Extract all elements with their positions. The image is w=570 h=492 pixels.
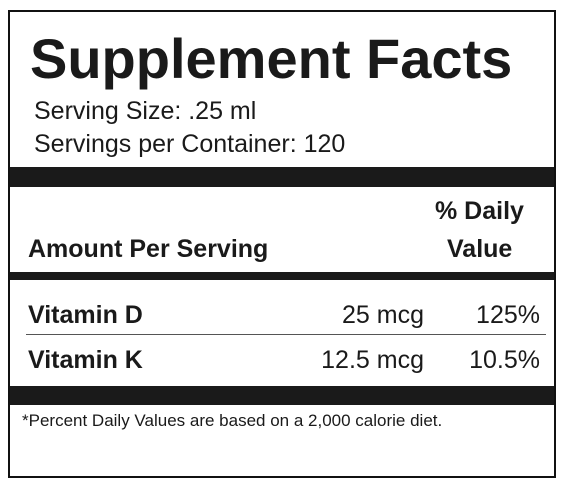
serving-size: Serving Size: .25 ml bbox=[34, 97, 257, 125]
servings-per-container: Servings per Container: 120 bbox=[34, 130, 346, 158]
thick-divider-top bbox=[10, 167, 554, 187]
medium-divider bbox=[10, 272, 554, 280]
nutrient-amount-vitamin-k: 12.5 mcg bbox=[321, 346, 424, 374]
nutrient-name-vitamin-d: Vitamin D bbox=[28, 301, 143, 329]
row-divider bbox=[26, 334, 546, 335]
amount-per-serving-header: Amount Per Serving bbox=[28, 235, 269, 263]
nutrient-name-vitamin-k: Vitamin K bbox=[28, 346, 143, 374]
label-title: Supplement Facts bbox=[30, 27, 513, 90]
footnote: *Percent Daily Values are based on a 2,0… bbox=[22, 411, 443, 430]
daily-value-header-line2: Value bbox=[447, 235, 513, 263]
nutrient-dv-vitamin-d: 125% bbox=[476, 301, 540, 329]
nutrient-amount-vitamin-d: 25 mcg bbox=[342, 301, 424, 329]
daily-value-header-line1: % Daily bbox=[435, 197, 524, 225]
thick-divider-bottom bbox=[10, 386, 554, 405]
supplement-facts-label: Supplement Facts Serving Size: .25 ml Se… bbox=[8, 10, 556, 478]
nutrient-dv-vitamin-k: 10.5% bbox=[469, 346, 540, 374]
